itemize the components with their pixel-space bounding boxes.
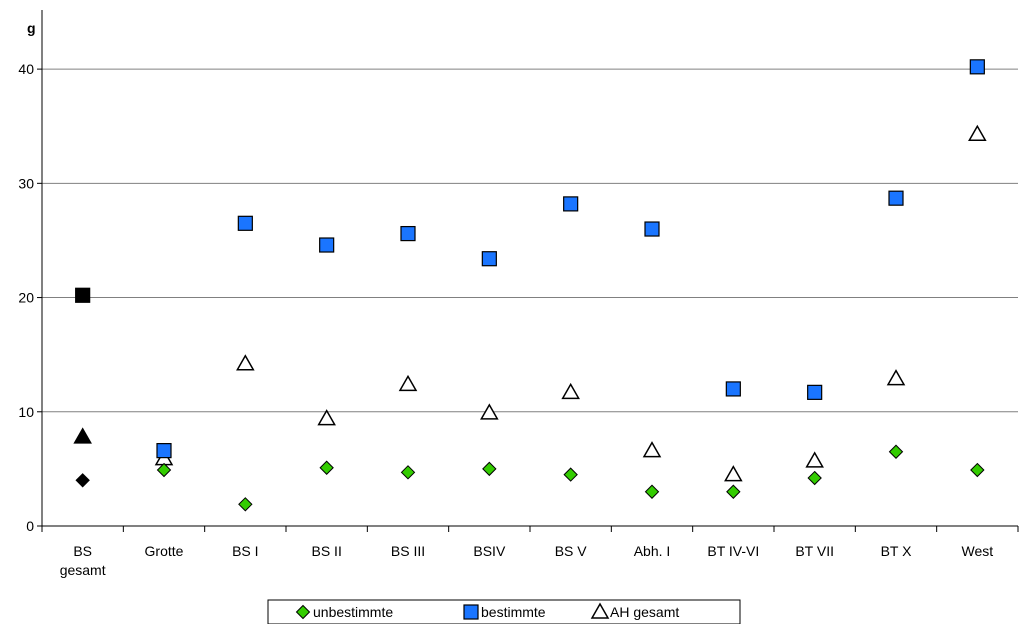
y-tick-label: 40	[18, 61, 34, 77]
diamond-point-unbestimmte	[156, 462, 172, 478]
data-points	[73, 59, 987, 512]
diamond-point-unbestimmte	[238, 497, 253, 512]
x-tick-label: BS V	[555, 543, 588, 559]
square-point-bestimmte	[969, 59, 985, 75]
y-tick-label: 0	[26, 518, 34, 534]
legend-marker-diamond	[295, 604, 311, 620]
diamond-point-unbestimmte	[726, 484, 741, 499]
diamond-point-unbestimmte	[75, 473, 90, 488]
gridlines	[37, 68, 1018, 527]
square-point-bestimmte	[481, 251, 497, 267]
x-tick-label: BT VII	[795, 543, 834, 559]
y-tick-labels: 0 10 20 30 40	[18, 61, 34, 534]
triangle-point-AH-gesamt	[805, 451, 824, 468]
x-tick-label: BT IV-VI	[707, 543, 759, 559]
square-point-bestimmte	[644, 221, 660, 237]
square-point-bestimmte	[75, 287, 91, 303]
x-tick-label: BS II	[311, 543, 341, 559]
triangle-point-AH-gesamt	[968, 124, 987, 141]
diamond-point-unbestimmte	[319, 460, 334, 475]
x-tick-labels: BS gesamt Grotte BS I BS II BS III BSIV BS V Abh…	[41, 526, 1019, 578]
triangle-point-AH-gesamt	[724, 465, 743, 482]
square-point-bestimmte	[319, 237, 335, 253]
x-tick-label: Grotte	[145, 543, 184, 559]
square-point-bestimmte	[725, 381, 741, 397]
triangle-point-AH-gesamt	[236, 354, 255, 371]
triangle-point-AH-gesamt	[642, 441, 662, 458]
x-tick-label: Abh. I	[634, 543, 671, 559]
y-tick-label: 20	[18, 290, 34, 306]
diamond-point-unbestimmte	[482, 461, 497, 477]
square-point-bestimmte	[563, 196, 579, 212]
diamond-point-unbestimmte	[970, 462, 985, 478]
x-tick-label: BSIV	[473, 543, 506, 559]
x-tick-label: BS I	[232, 543, 258, 559]
triangle-point-AH-gesamt	[398, 374, 418, 392]
square-point-bestimmte	[888, 190, 904, 206]
diamond-point-unbestimmte	[888, 444, 904, 459]
triangle-point-AH-gesamt	[561, 382, 580, 400]
y-axis-label: g	[27, 20, 36, 36]
square-point-bestimmte	[807, 384, 823, 400]
square-point-bestimmte	[156, 443, 172, 459]
diamond-point-unbestimmte	[400, 465, 416, 480]
y-tick-label: 30	[18, 175, 34, 191]
y-tick-label: 10	[18, 404, 34, 420]
x-tick-label: BT X	[881, 543, 913, 559]
legend: unbestimmte bestimmte AH gesamt	[267, 599, 741, 624]
x-tick-label: West	[962, 543, 994, 559]
legend-label: bestimmte	[481, 604, 546, 620]
triangle-point-AH-gesamt	[480, 403, 499, 420]
x-tick-label: gesamt	[60, 562, 106, 578]
x-tick-label: BS III	[391, 543, 425, 559]
legend-label: unbestimmte	[313, 604, 393, 620]
diamond-point-unbestimmte	[644, 484, 660, 499]
legend-items: unbestimmte bestimmte AH gesamt	[295, 602, 679, 620]
square-point-bestimmte	[400, 225, 416, 242]
triangle-point-AH-gesamt	[317, 409, 336, 426]
legend-marker-square	[463, 604, 479, 620]
legend-label: AH gesamt	[610, 604, 679, 620]
legend-marker-triangle	[590, 602, 610, 619]
triangle-point-AH-gesamt	[886, 369, 906, 386]
legend-box	[267, 599, 741, 624]
square-point-bestimmte	[237, 215, 253, 231]
diamond-point-unbestimmte	[807, 470, 822, 486]
x-tick-label: BS	[73, 543, 92, 559]
diamond-point-unbestimmte	[563, 467, 578, 482]
triangle-point-AH-gesamt	[73, 427, 92, 444]
